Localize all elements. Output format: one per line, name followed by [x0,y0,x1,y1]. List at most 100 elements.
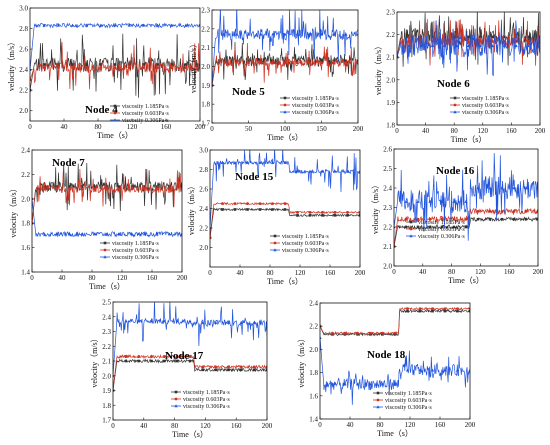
series-marker [155,232,159,236]
series-marker [343,331,347,335]
series-marker [296,211,299,214]
y-tick-label: 2.4 [309,300,318,308]
x-tick-label: 200 [353,125,364,133]
series-marker [118,185,121,188]
x-tick-label: 120 [475,268,486,276]
series-marker [514,44,518,48]
series-marker [330,382,335,386]
series-marker [99,23,103,27]
y-tick-label: 2.0 [201,63,210,71]
plot-frame [31,149,183,273]
x-tick-label: 80 [171,422,179,430]
panel-title: Node 7 [52,157,85,169]
y-tick-label: 2.0 [386,76,395,84]
series-marker [67,232,72,236]
y-tick-label: 1.8 [309,369,318,377]
series-marker [71,63,74,66]
y-tick-label: 2.0 [19,107,28,115]
panel-title: Node 5 [232,86,265,98]
series-marker [113,66,117,69]
series-line-2 [320,306,470,336]
series-marker [99,66,103,69]
x-axis-label: Time（s） [267,277,303,286]
x-axis-label: Time（s） [172,430,208,439]
series-marker [168,187,171,191]
series-marker [85,23,89,27]
series-marker [92,232,97,236]
series-marker [295,59,299,63]
series-marker [308,214,312,217]
series-marker [406,307,409,311]
series-marker [346,211,349,214]
series-marker [271,208,274,211]
series-marker [222,32,226,36]
series-marker [319,32,324,36]
series-marker [258,160,262,164]
series-marker [56,23,60,27]
series-marker [428,217,432,221]
series-marker [345,169,350,173]
y-tick-label: 2.3 [383,204,392,212]
series-group [397,12,540,77]
series-marker [163,359,166,363]
series-marker [118,187,121,191]
series-line-3 [212,10,358,86]
series-marker [358,214,360,217]
series-marker [431,35,435,39]
y-tick-label: 2.4 [102,313,111,321]
y-tick-label: 2.0 [21,195,30,203]
series-marker [93,187,96,191]
y-tick-label: 2.0 [102,372,111,380]
x-tick-label: 40 [419,268,427,276]
x-tick-label: 0 [210,125,214,133]
legend-entry: viscosity 0.306Pa·s [292,110,339,116]
series-marker [407,44,411,48]
series-marker [175,355,179,358]
y-tick-label: 2.0 [383,263,392,271]
panel-title: Node 17 [165,350,204,362]
y-axis-label: velocity（m/s） [90,334,99,387]
series-line-3 [210,150,360,229]
series-marker [488,217,492,221]
x-tick-label: 80 [377,421,385,429]
series-marker [307,32,311,36]
series-marker [113,63,117,66]
series-marker [180,185,182,188]
y-tick-label: 2.4 [19,66,28,74]
series-marker [524,210,528,213]
series-marker [42,66,46,69]
series-marker [214,368,217,372]
series-marker [467,35,470,39]
series-marker [431,307,434,311]
series-marker [283,61,287,65]
series-marker [404,225,408,229]
series-marker [295,61,299,65]
x-axis-label: Time（s） [89,282,125,291]
legend-entry: viscosity 0.306Pa·s [112,255,159,261]
x-tick-label: 0 [392,268,396,276]
series-marker [443,44,447,48]
series-marker [239,320,243,324]
y-tick-label: 1.8 [386,122,395,130]
series-marker [431,309,434,313]
series-marker [175,319,179,323]
panel-title: Node 4 [85,104,118,116]
x-tick-label: 160 [435,421,446,429]
series-marker [80,187,84,191]
series-marker [416,217,420,221]
series-marker [440,199,444,203]
series-marker [500,210,504,213]
series-marker [479,39,482,43]
series-marker [431,39,435,43]
x-tick-label: 150 [316,125,327,133]
legend-entry: viscosity 1.185Pa·s [282,234,329,240]
series-marker [333,214,337,217]
series-group [212,10,358,87]
series-marker [85,66,89,69]
y-tick-label: 1.8 [201,101,210,109]
y-tick-label: 1.6 [309,392,318,400]
series-marker [265,368,267,372]
series-marker [149,319,154,323]
